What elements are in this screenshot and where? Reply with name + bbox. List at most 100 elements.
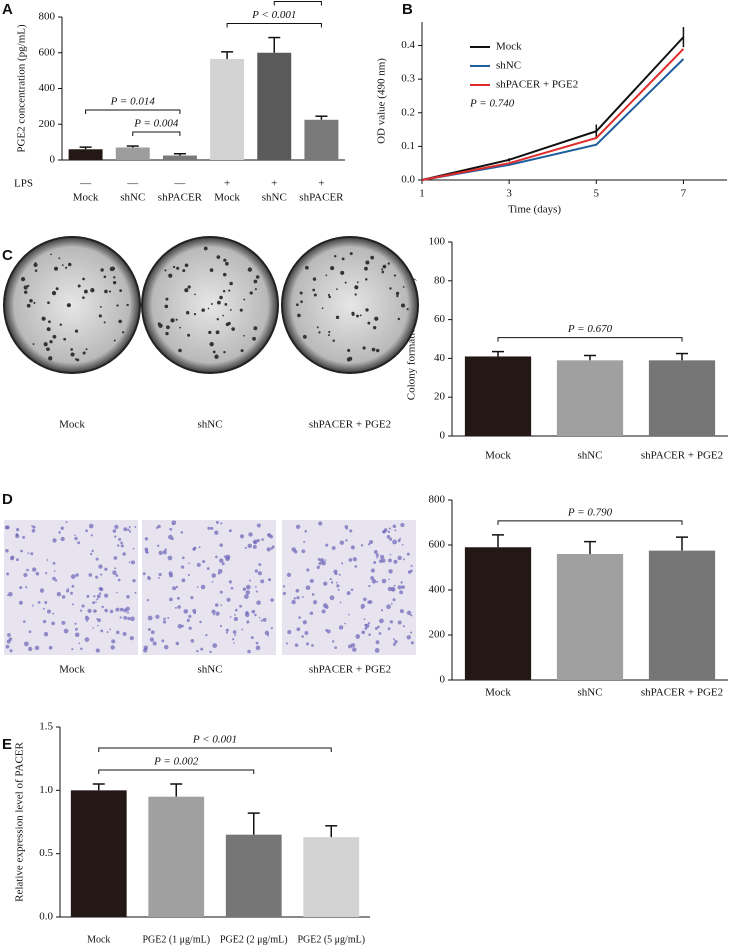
cell [211, 609, 216, 614]
cell [225, 628, 229, 632]
cell [291, 599, 296, 605]
cell [223, 555, 227, 558]
colony [349, 252, 353, 256]
colony [113, 339, 116, 342]
colony [216, 255, 221, 259]
cell [244, 546, 247, 550]
cell [244, 594, 249, 599]
significance-label: P = 0.004 [133, 118, 179, 130]
colony [47, 301, 50, 305]
colony [344, 281, 347, 284]
cell [96, 598, 99, 601]
cell [242, 587, 247, 591]
cell [338, 573, 341, 576]
cell [147, 627, 151, 631]
colony [356, 314, 359, 318]
cell [152, 641, 157, 646]
cell [350, 588, 354, 591]
cell [210, 526, 214, 530]
cell [95, 557, 99, 561]
colony [34, 269, 38, 272]
cell [345, 527, 348, 530]
cell [111, 639, 116, 644]
cell [306, 642, 310, 646]
cell [382, 531, 385, 534]
cell [399, 590, 404, 595]
colony [209, 268, 214, 272]
cell [65, 589, 70, 593]
cell [22, 535, 26, 539]
cell [388, 569, 393, 574]
y-axis-label: OD value (490 nm) [376, 58, 388, 144]
cell [325, 543, 329, 547]
bar [648, 550, 716, 680]
colony [61, 264, 64, 266]
cell [100, 573, 103, 576]
colony [49, 340, 53, 344]
image-label: shNC [197, 664, 222, 676]
cell [400, 581, 403, 584]
cell [84, 637, 90, 642]
cell [128, 530, 132, 533]
cell [271, 545, 275, 549]
colony [374, 316, 379, 321]
cell [245, 584, 251, 590]
cell [363, 618, 366, 621]
cell [162, 550, 167, 555]
cell [168, 534, 173, 540]
cell [364, 627, 368, 630]
y-axis-label: PGE2 concentration (pg/mL) [16, 24, 28, 153]
colony [327, 293, 331, 297]
panel-label: E [2, 736, 12, 753]
cell [301, 635, 304, 638]
cell [318, 562, 322, 566]
colony [179, 326, 182, 329]
colony [253, 279, 258, 284]
cell [122, 552, 126, 556]
cell [23, 573, 28, 578]
legend-label: shNC [496, 60, 521, 72]
colony [33, 301, 36, 304]
x-tick-label: 5 [594, 188, 600, 200]
cell [296, 627, 301, 632]
y-tick-label: 1.5 [39, 721, 53, 733]
cell [119, 607, 124, 612]
cell [162, 620, 167, 624]
cell [161, 639, 165, 643]
y-tick-label: 80 [434, 274, 446, 286]
colony [402, 286, 405, 288]
colony [187, 285, 191, 289]
cell [346, 591, 351, 596]
cell [120, 541, 123, 545]
cell [119, 616, 122, 619]
cell [65, 521, 68, 524]
cell [400, 522, 405, 528]
x-tick-label: 3 [506, 188, 512, 200]
cell [42, 607, 45, 610]
cell [164, 548, 167, 551]
cell [163, 617, 166, 621]
colony [66, 303, 71, 308]
cell [255, 641, 259, 645]
cell [399, 609, 404, 614]
colony [99, 305, 102, 308]
cell [246, 621, 249, 624]
cell [215, 555, 218, 559]
cell [376, 580, 379, 583]
colony [217, 300, 221, 305]
cell [282, 585, 286, 588]
colony [100, 268, 104, 272]
colony [321, 307, 324, 310]
colony [55, 287, 59, 291]
colony-dish [141, 236, 279, 374]
cell [234, 634, 237, 637]
cell [228, 580, 232, 584]
cell [220, 604, 223, 607]
y-tick-label: 20 [434, 391, 446, 403]
significance-bracket [497, 337, 683, 342]
colony [312, 288, 316, 292]
cell [130, 616, 135, 622]
colony [194, 293, 196, 296]
cell [215, 611, 220, 616]
colony [365, 308, 369, 312]
